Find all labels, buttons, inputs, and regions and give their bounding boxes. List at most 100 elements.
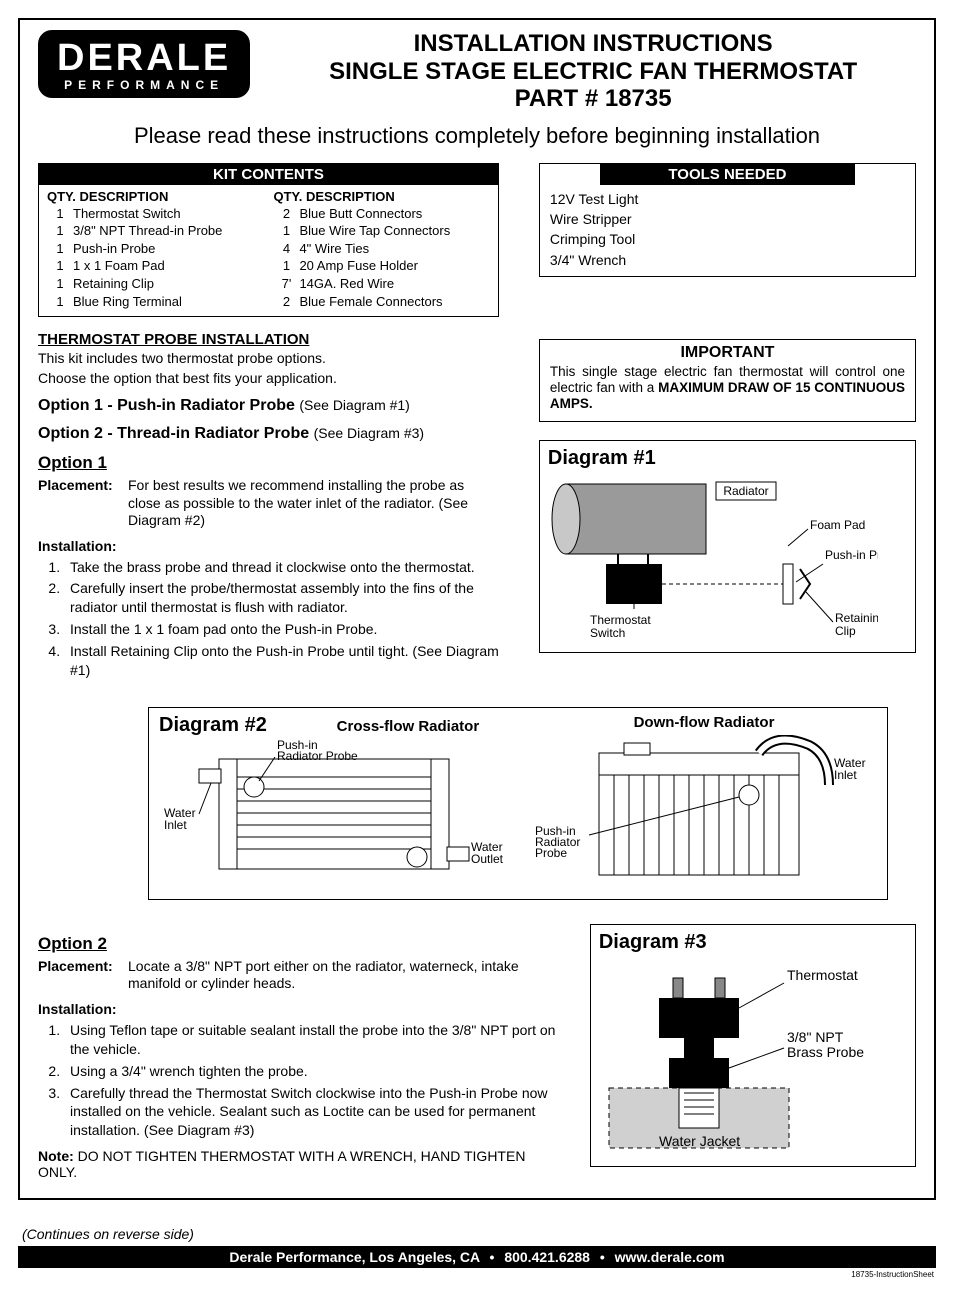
kit-header: KIT CONTENTS — [39, 164, 498, 185]
diagram-1-title: Diagram #1 — [548, 447, 907, 470]
kit-qty: 1 — [47, 293, 73, 311]
kit-desc: 1 x 1 Foam Pad — [73, 257, 263, 275]
kit-qty: 1 — [47, 240, 73, 258]
kit-colhead-right: QTY. DESCRIPTION — [273, 189, 489, 204]
note-label: Note: — [38, 1148, 74, 1164]
option1-install-h: Installation: — [38, 538, 499, 554]
footer-b: 800.421.6288 — [504, 1249, 590, 1265]
step: Using Teflon tape or suitable sealant in… — [64, 1021, 560, 1059]
diag2-down-svg: Push-inRadiatorProbe WaterInlet — [529, 735, 879, 885]
option2-placement: Placement: Locate a 3/8" NPT port either… — [38, 958, 560, 993]
tool-item: Crimping Tool — [550, 229, 905, 249]
kit-qty: 1 — [47, 222, 73, 240]
kit-col: KIT CONTENTS QTY. DESCRIPTION 1Thermosta… — [38, 163, 499, 317]
step: Install the 1 x 1 foam pad onto the Push… — [64, 620, 499, 639]
option2-steps: Using Teflon tape or suitable sealant in… — [64, 1021, 560, 1140]
kit-row: 120 Amp Fuse Holder — [273, 257, 489, 275]
kit-qty: 1 — [47, 275, 73, 293]
option2-note: Note: DO NOT TIGHTEN THERMOSTAT WITH A W… — [38, 1148, 560, 1180]
option2-line: Option 2 - Thread-in Radiator Probe (See… — [38, 425, 499, 443]
footer-bar: Derale Performance, Los Angeles, CA • 80… — [18, 1246, 936, 1268]
kit-desc: 4" Wire Ties — [299, 240, 489, 258]
kit-qty: 1 — [273, 257, 299, 275]
svg-text:WaterOutlet: WaterOutlet — [471, 840, 504, 866]
kit-box: KIT CONTENTS QTY. DESCRIPTION 1Thermosta… — [38, 163, 499, 317]
option1-label: Option 1 - Push-in Radiator Probe — [38, 397, 295, 414]
svg-text:3/8" NPTBrass Probe: 3/8" NPTBrass Probe — [787, 1029, 864, 1060]
diag2-cross-title: Cross-flow Radiator — [307, 718, 509, 735]
diagram-2-title: Diagram #2 — [159, 714, 267, 737]
kit-desc: Retaining Clip — [73, 275, 263, 293]
svg-text:Push-in Probe: Push-in Probe — [825, 548, 878, 562]
option1-line: Option 1 - Push-in Radiator Probe (See D… — [38, 397, 499, 415]
kit-desc: 14GA. Red Wire — [299, 275, 489, 293]
kit-desc: Push-in Probe — [73, 240, 263, 258]
probe-heading: THERMOSTAT PROBE INSTALLATION — [38, 331, 499, 348]
diag2-down: Down-flow Radiator — [529, 714, 879, 889]
placement-label: Placement: — [38, 477, 128, 530]
important-heading: IMPORTANT — [550, 344, 905, 362]
kit-desc: Blue Ring Terminal — [73, 293, 263, 311]
svg-text:WaterInlet: WaterInlet — [834, 756, 866, 782]
page-frame: DERALE PERFORMANCE INSTALLATION INSTRUCT… — [18, 18, 936, 1200]
kit-row: 7'14GA. Red Wire — [273, 275, 489, 293]
tool-item: Wire Stripper — [550, 209, 905, 229]
subtitle: Please read these instructions completel… — [38, 123, 916, 149]
diagram-3-box: Diagram #3 — [590, 924, 916, 1167]
option1-see: (See Diagram #1) — [299, 397, 410, 413]
bullet-icon: • — [490, 1249, 495, 1265]
option2-see: (See Diagram #3) — [314, 425, 425, 441]
note-text: DO NOT TIGHTEN THERMOSTAT WITH A WRENCH,… — [38, 1148, 525, 1180]
diagram-3-svg: Thermostat 3/8" NPTBrass Probe Water Jac… — [599, 958, 869, 1158]
option2-label: Option 2 - Thread-in Radiator Probe — [38, 425, 309, 442]
option2-right: Diagram #3 — [590, 924, 916, 1167]
kit-qty: 2 — [273, 293, 299, 311]
kit-desc: Blue Butt Connectors — [299, 205, 489, 223]
diag2-cross: Diagram #2 Cross-flow Radiator — [159, 714, 509, 889]
svg-text:Radiator: Radiator — [723, 484, 768, 498]
kit-tools-row: KIT CONTENTS QTY. DESCRIPTION 1Thermosta… — [38, 163, 916, 317]
kit-desc: Thermostat Switch — [73, 205, 263, 223]
kit-colhead-left: QTY. DESCRIPTION — [47, 189, 263, 204]
kit-row: 11 x 1 Foam Pad — [47, 257, 263, 275]
diag2-down-title: Down-flow Radiator — [529, 714, 879, 731]
tool-item: 12V Test Light — [550, 189, 905, 209]
option2-left: Option 2 Placement: Locate a 3/8" NPT po… — [38, 924, 560, 1180]
continues-note: (Continues on reverse side) — [22, 1226, 954, 1242]
option1-heading: Option 1 — [38, 453, 499, 473]
kit-qty: 1 — [47, 205, 73, 223]
kit-grid: QTY. DESCRIPTION 1Thermostat Switch 13/8… — [39, 185, 498, 316]
probe-row: THERMOSTAT PROBE INSTALLATION This kit i… — [38, 317, 916, 683]
probe-right: IMPORTANT This single stage electric fan… — [539, 317, 916, 683]
option1-placement: Placement: For best results we recommend… — [38, 477, 499, 530]
kit-row: 1Push-in Probe — [47, 240, 263, 258]
kit-row: 13/8" NPT Thread-in Probe — [47, 222, 263, 240]
bullet-icon: • — [600, 1249, 605, 1265]
important-text: This single stage electric fan thermosta… — [550, 364, 905, 413]
kit-qty: 2 — [273, 205, 299, 223]
title-block: INSTALLATION INSTRUCTIONS SINGLE STAGE E… — [270, 30, 916, 113]
kit-row: 1Thermostat Switch — [47, 205, 263, 223]
logo-sub-text: PERFORMANCE — [57, 79, 231, 91]
kit-row: 1Blue Ring Terminal — [47, 293, 263, 311]
footer-a: Derale Performance, Los Angeles, CA — [229, 1249, 479, 1265]
kit-row: 1Blue Wire Tap Connectors — [273, 222, 489, 240]
brand-logo: DERALE PERFORMANCE — [38, 30, 250, 98]
kit-desc: 3/8" NPT Thread-in Probe — [73, 222, 263, 240]
doc-code: 18735-InstructionSheet — [0, 1270, 934, 1279]
kit-row: 2Blue Butt Connectors — [273, 205, 489, 223]
tools-box: TOOLS NEEDED 12V Test Light Wire Strippe… — [539, 163, 916, 277]
title-line-1: INSTALLATION INSTRUCTIONS — [270, 30, 916, 58]
svg-text:Water Jacket: Water Jacket — [659, 1133, 740, 1149]
probe-p1: This kit includes two thermostat probe o… — [38, 350, 499, 368]
kit-right-col: QTY. DESCRIPTION 2Blue Butt Connectors 1… — [273, 189, 489, 310]
step: Carefully insert the probe/thermostat as… — [64, 579, 499, 617]
kit-left-col: QTY. DESCRIPTION 1Thermostat Switch 13/8… — [47, 189, 263, 310]
option2-row: Option 2 Placement: Locate a 3/8" NPT po… — [38, 924, 916, 1180]
kit-qty: 1 — [273, 222, 299, 240]
placement-text: Locate a 3/8" NPT port either on the rad… — [128, 958, 560, 993]
svg-text:Push-inRadiator Probe: Push-inRadiator Probe — [277, 739, 358, 763]
kit-desc: Blue Wire Tap Connectors — [299, 222, 489, 240]
diagram-2-box: Diagram #2 Cross-flow Radiator — [148, 707, 888, 900]
kit-desc: Blue Female Connectors — [299, 293, 489, 311]
